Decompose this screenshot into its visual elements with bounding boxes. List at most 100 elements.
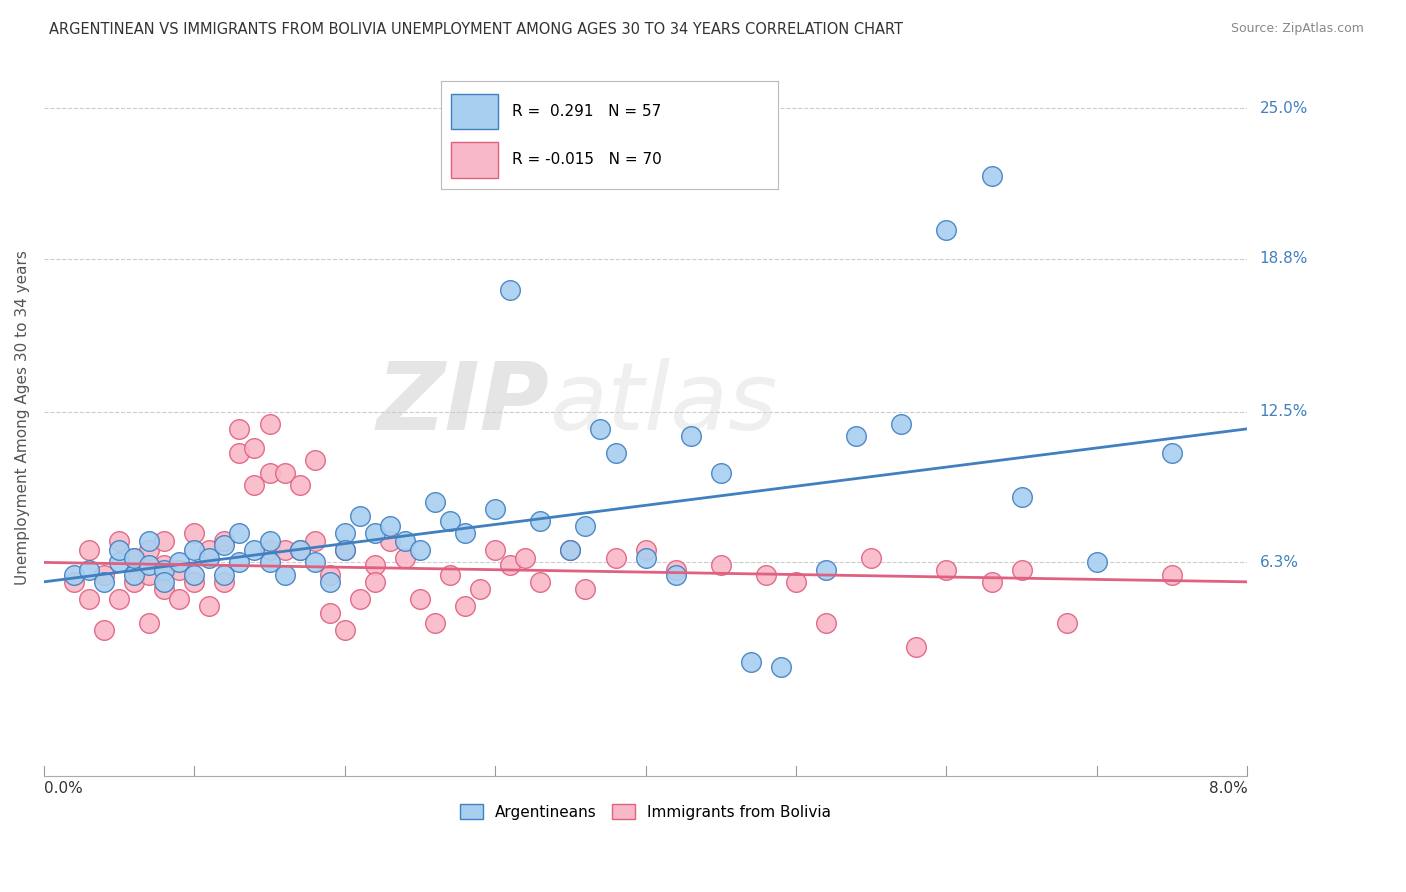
Point <box>138 533 160 548</box>
Point <box>378 519 401 533</box>
Point <box>319 567 342 582</box>
Point <box>183 567 205 582</box>
Point <box>378 533 401 548</box>
Point <box>423 616 446 631</box>
Point <box>710 466 733 480</box>
Point <box>1011 490 1033 504</box>
Point <box>228 526 250 541</box>
Point <box>122 574 145 589</box>
Point <box>710 558 733 572</box>
Point <box>1161 446 1184 460</box>
Point <box>470 582 492 596</box>
Point <box>785 574 807 589</box>
Point <box>183 574 205 589</box>
Point <box>319 574 342 589</box>
Point <box>409 543 432 558</box>
Point <box>77 591 100 606</box>
Point <box>273 567 295 582</box>
Point <box>364 574 387 589</box>
Point <box>605 446 627 460</box>
Point <box>214 538 236 552</box>
Point <box>108 533 131 548</box>
Point <box>108 543 131 558</box>
Point <box>288 477 311 491</box>
Point <box>439 567 461 582</box>
Point <box>214 574 236 589</box>
Point <box>935 222 957 236</box>
Point <box>980 574 1002 589</box>
Point <box>304 533 326 548</box>
Y-axis label: Unemployment Among Ages 30 to 34 years: Unemployment Among Ages 30 to 34 years <box>15 251 30 585</box>
Point <box>93 624 115 638</box>
Point <box>439 514 461 528</box>
Point <box>515 550 537 565</box>
Point <box>815 563 838 577</box>
Point <box>665 563 688 577</box>
Point <box>77 563 100 577</box>
Point <box>560 543 582 558</box>
Text: atlas: atlas <box>550 358 778 449</box>
Point <box>169 556 191 570</box>
Point <box>454 526 477 541</box>
Point <box>333 543 356 558</box>
Point <box>665 567 688 582</box>
Point <box>890 417 912 431</box>
Point <box>1161 567 1184 582</box>
Text: 0.0%: 0.0% <box>44 781 83 796</box>
Point <box>860 550 883 565</box>
Point <box>122 550 145 565</box>
Point <box>214 533 236 548</box>
Text: ZIP: ZIP <box>377 358 550 450</box>
Point <box>679 429 702 443</box>
Point <box>198 599 221 614</box>
Text: 12.5%: 12.5% <box>1260 404 1308 419</box>
Point <box>243 442 266 456</box>
Point <box>364 526 387 541</box>
Point <box>740 655 762 669</box>
Point <box>304 556 326 570</box>
Point <box>259 466 281 480</box>
Point <box>153 582 176 596</box>
Point <box>259 556 281 570</box>
Point <box>769 660 792 674</box>
Point <box>183 543 205 558</box>
Point <box>228 422 250 436</box>
Point <box>980 169 1002 184</box>
Point <box>138 567 160 582</box>
Point <box>634 543 657 558</box>
Point <box>108 556 131 570</box>
Text: 18.8%: 18.8% <box>1260 252 1308 267</box>
Legend: Argentineans, Immigrants from Bolivia: Argentineans, Immigrants from Bolivia <box>454 797 838 826</box>
Point <box>288 543 311 558</box>
Point <box>484 502 506 516</box>
Point <box>935 563 957 577</box>
Point <box>1056 616 1078 631</box>
Point <box>63 574 86 589</box>
Text: 8.0%: 8.0% <box>1209 781 1247 796</box>
Point <box>634 550 657 565</box>
Point <box>499 558 522 572</box>
Point <box>214 567 236 582</box>
Point <box>529 574 551 589</box>
Point <box>333 624 356 638</box>
Point <box>259 543 281 558</box>
Point <box>845 429 868 443</box>
Point <box>1085 556 1108 570</box>
Point <box>319 607 342 621</box>
Point <box>228 446 250 460</box>
Point <box>198 543 221 558</box>
Point <box>394 533 416 548</box>
Point <box>423 494 446 508</box>
Point <box>815 616 838 631</box>
Point <box>529 514 551 528</box>
Point <box>169 563 191 577</box>
Point <box>243 477 266 491</box>
Point <box>349 509 371 524</box>
Point <box>183 526 205 541</box>
Point <box>273 466 295 480</box>
Point <box>484 543 506 558</box>
Point <box>333 543 356 558</box>
Point <box>63 567 86 582</box>
Point <box>93 567 115 582</box>
Point <box>304 453 326 467</box>
